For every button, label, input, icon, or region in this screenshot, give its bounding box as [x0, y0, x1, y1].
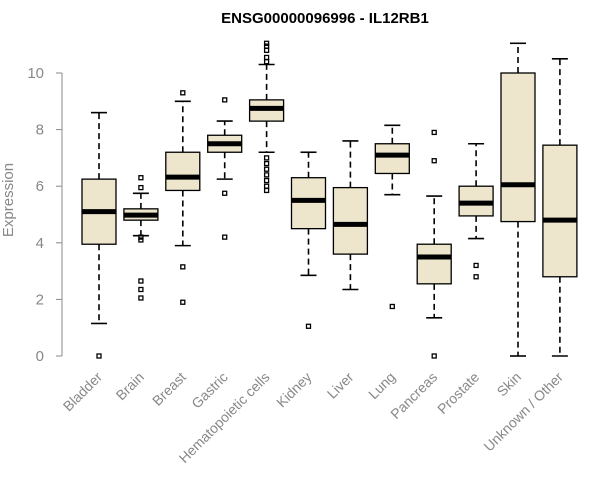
outlier-point: [263, 54, 270, 61]
box-brain: [123, 175, 159, 301]
y-tick-label: 4: [36, 235, 44, 252]
y-tick-label: 6: [36, 178, 44, 195]
iqr-box: [290, 177, 327, 230]
outlier-point: [263, 43, 270, 49]
outlier-point: [138, 286, 144, 293]
box-liver: [332, 140, 369, 291]
outlier-point: [389, 303, 395, 310]
y-axis-label: Expression: [0, 163, 17, 237]
iqr-box: [332, 186, 369, 255]
outlier-point: [138, 184, 144, 191]
outlier-point: [473, 274, 479, 280]
outlier-point: [305, 323, 312, 329]
x-tick-label: Unknown / Other: [480, 369, 566, 455]
outlier-point: [263, 187, 270, 194]
iqr-box: [416, 243, 452, 285]
y-tick-label: 2: [36, 291, 44, 308]
chart-title: ENSG00000096996 - IL12RB1: [221, 10, 429, 27]
outlier-point: [263, 40, 270, 46]
outlier-point: [138, 234, 144, 240]
y-tick-label: 0: [36, 348, 44, 365]
outlier-point: [263, 177, 270, 184]
x-tick-label: Kidney: [273, 369, 315, 411]
box-skin: [500, 42, 536, 357]
y-tick-label: 8: [36, 122, 44, 139]
outlier-point: [431, 353, 437, 359]
outlier-point: [263, 166, 270, 172]
outlier-point: [431, 158, 437, 164]
outlier-point: [96, 353, 102, 359]
outlier-point: [263, 47, 270, 54]
x-tick-label: Pancreas: [387, 369, 440, 422]
box-hematopoietic-cells: [248, 40, 285, 194]
box-kidney: [290, 151, 327, 329]
boxes-group: [81, 40, 578, 359]
x-tick-label: Prostate: [434, 369, 482, 417]
outlier-point: [222, 190, 228, 196]
outlier-point: [180, 299, 186, 305]
iqr-box: [500, 72, 536, 223]
outlier-point: [222, 97, 228, 103]
x-tick-label: Liver: [324, 369, 357, 402]
y-tick-label: 10: [27, 65, 44, 82]
box-unknown-other: [542, 58, 578, 357]
iqr-box: [165, 151, 201, 192]
outlier-point: [138, 175, 144, 181]
box-lung: [374, 124, 410, 310]
outlier-point: [138, 295, 144, 301]
iqr-box: [374, 143, 410, 175]
outlier-point: [263, 160, 270, 167]
outlier-point: [263, 155, 270, 161]
outlier-point: [263, 183, 270, 189]
y-axis: 0 2 4 6 8 10: [27, 65, 63, 365]
x-tick-label: Lung: [365, 369, 398, 402]
x-tick-label: Breast: [149, 369, 189, 409]
box-prostate: [458, 142, 494, 280]
outlier-point: [263, 59, 270, 65]
x-tick-label: Brain: [113, 369, 147, 403]
outlier-point: [263, 172, 270, 178]
box-gastric: [207, 97, 243, 240]
outlier-point: [138, 237, 144, 243]
box-bladder: [81, 111, 117, 359]
box-breast: [165, 90, 201, 305]
outlier-point: [138, 278, 144, 284]
outlier-point: [431, 129, 437, 136]
x-tick-label: Bladder: [60, 369, 106, 415]
outlier-point: [222, 234, 228, 240]
box-pancreas: [416, 129, 452, 359]
iqr-box: [542, 144, 578, 278]
x-tick-label: Skin: [494, 369, 525, 400]
outlier-point: [180, 90, 186, 96]
outlier-point: [180, 264, 186, 270]
outlier-point: [473, 262, 479, 269]
